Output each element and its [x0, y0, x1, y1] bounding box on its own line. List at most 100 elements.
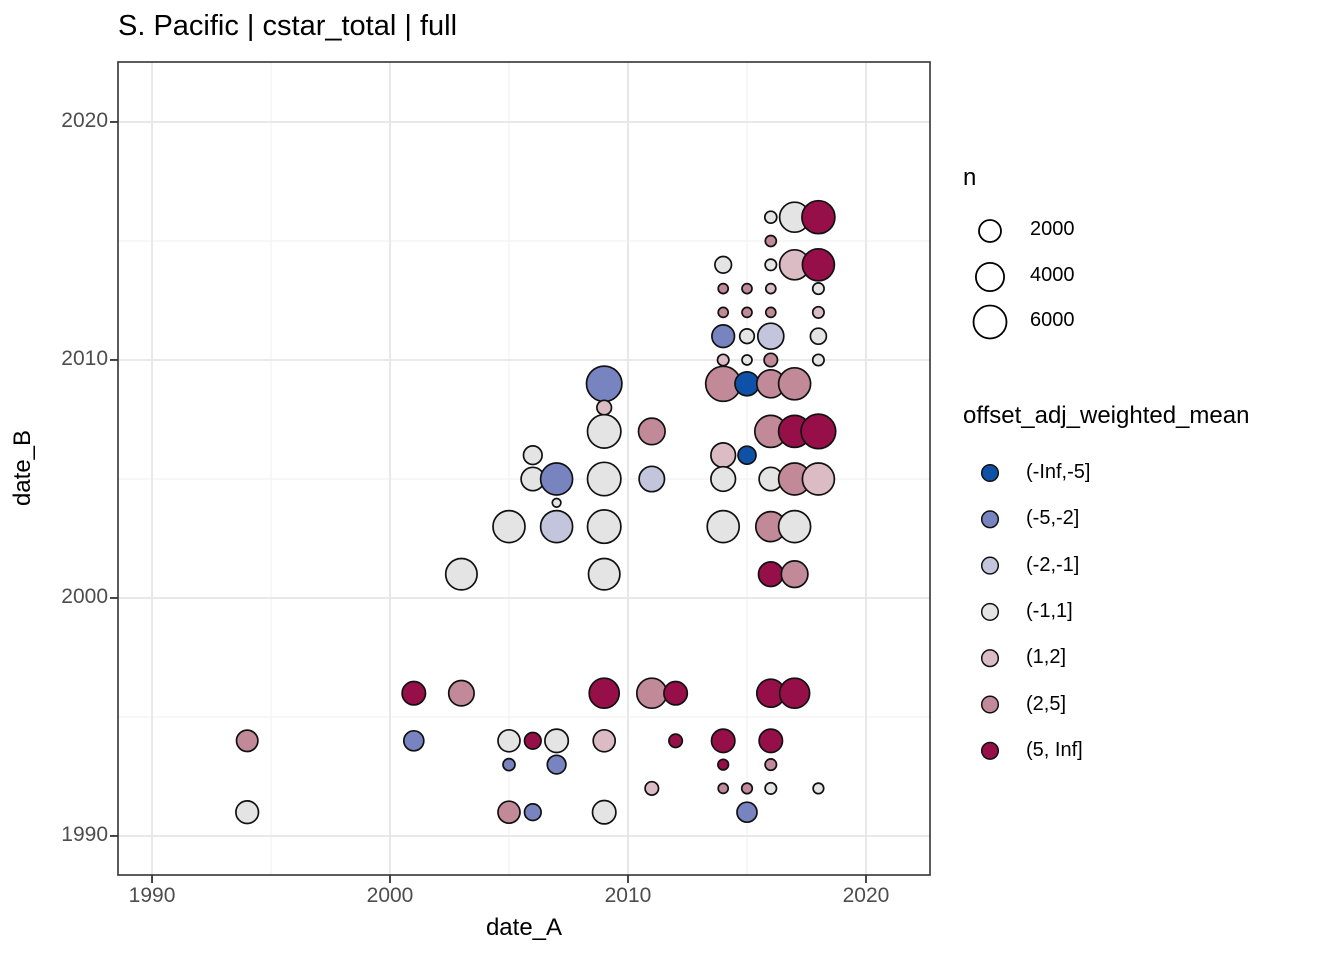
- y-tick-label: 1990: [61, 822, 108, 846]
- data-point: [763, 352, 779, 368]
- data-point: [717, 282, 730, 295]
- data-point: [801, 247, 836, 282]
- data-point: [586, 413, 622, 449]
- data-point: [706, 509, 741, 544]
- data-point: [588, 677, 621, 710]
- data-point: [447, 679, 475, 707]
- data-point: [741, 282, 753, 295]
- size-legend-title: n: [963, 164, 977, 191]
- data-point: [809, 327, 828, 346]
- color-legend-label: (2,5]: [1026, 693, 1067, 715]
- data-point: [736, 801, 758, 824]
- data-point: [668, 733, 684, 749]
- panel-border: [117, 61, 931, 876]
- data-point: [763, 210, 778, 225]
- data-point: [764, 758, 778, 772]
- data-point: [638, 465, 666, 493]
- color-legend-dot: [980, 510, 1000, 529]
- data-point: [764, 234, 778, 248]
- data-point: [714, 255, 733, 274]
- size-legend-label: 6000: [1030, 309, 1075, 331]
- data-point: [757, 561, 784, 588]
- data-point: [717, 306, 730, 319]
- y-tick-label: 2000: [61, 584, 108, 608]
- data-point: [756, 322, 785, 351]
- data-point: [741, 306, 753, 319]
- data-point: [801, 462, 836, 496]
- data-point: [591, 799, 617, 825]
- data-point: [587, 557, 621, 591]
- color-legend-dot: [980, 741, 1000, 760]
- data-point: [734, 370, 760, 397]
- data-point: [235, 800, 260, 825]
- data-point: [544, 728, 570, 754]
- x-tick-label: 2020: [842, 884, 890, 907]
- color-legend-label: (-2,-1]: [1026, 554, 1080, 576]
- color-legend-label: (-Inf,-5]: [1026, 461, 1091, 483]
- color-legend-label: (5, Inf]: [1026, 739, 1083, 761]
- color-legend-dot: [980, 602, 1000, 621]
- data-point: [586, 461, 622, 497]
- y-tick-label: 2010: [61, 346, 108, 370]
- x-tick-label: 2010: [604, 884, 652, 907]
- data-point: [717, 758, 730, 771]
- data-point: [644, 780, 660, 796]
- data-point: [764, 306, 777, 319]
- data-point: [758, 728, 784, 754]
- data-point: [711, 324, 736, 349]
- size-legend-label: 2000: [1030, 218, 1075, 240]
- data-point: [777, 509, 812, 544]
- data-point: [492, 509, 526, 544]
- y-tick-label: 2020: [61, 108, 108, 132]
- data-point: [778, 677, 811, 710]
- x-axis-title: date_A: [485, 914, 563, 941]
- data-point: [811, 282, 825, 296]
- data-point: [741, 354, 753, 366]
- color-legend-dot: [980, 649, 1000, 668]
- data-point: [738, 328, 756, 345]
- data-point: [539, 462, 574, 496]
- chart-title: S. Pacific | cstar_total | full: [118, 10, 458, 42]
- color-legend-dot: [980, 695, 1000, 714]
- data-point: [522, 445, 543, 466]
- data-point: [539, 509, 574, 544]
- x-tick-label: 1990: [128, 884, 176, 907]
- x-tick-label: 2000: [366, 884, 414, 907]
- data-point: [811, 353, 825, 367]
- data-point: [812, 782, 825, 795]
- data-point: [546, 754, 567, 775]
- data-point: [585, 365, 623, 403]
- color-legend-label: (-1,1]: [1026, 600, 1073, 622]
- size-legend-label: 4000: [1030, 264, 1075, 286]
- data-point: [523, 731, 542, 750]
- size-legend-circle: [972, 304, 1008, 340]
- size-legend-circle: [975, 261, 1006, 292]
- data-point: [497, 728, 521, 753]
- data-point: [801, 199, 836, 235]
- data-point: [663, 680, 689, 706]
- color-legend-label: (1,2]: [1026, 646, 1067, 668]
- data-point: [592, 728, 617, 753]
- data-point: [402, 729, 425, 752]
- data-point: [811, 305, 825, 319]
- size-legend-circle: [978, 219, 1002, 243]
- data-point: [497, 800, 521, 825]
- data-point: [764, 282, 777, 295]
- data-point: [444, 557, 478, 591]
- data-point: [523, 803, 542, 822]
- data-point: [737, 445, 757, 466]
- data-point: [502, 757, 516, 772]
- color-legend-dot: [980, 463, 1000, 483]
- data-point: [235, 729, 259, 753]
- data-point: [551, 497, 562, 508]
- data-point: [586, 509, 622, 545]
- data-point: [740, 782, 754, 795]
- data-point: [717, 782, 730, 795]
- data-point: [764, 781, 778, 795]
- data-point: [635, 677, 668, 710]
- data-point: [800, 413, 837, 450]
- data-point: [716, 353, 730, 367]
- data-point: [777, 366, 812, 401]
